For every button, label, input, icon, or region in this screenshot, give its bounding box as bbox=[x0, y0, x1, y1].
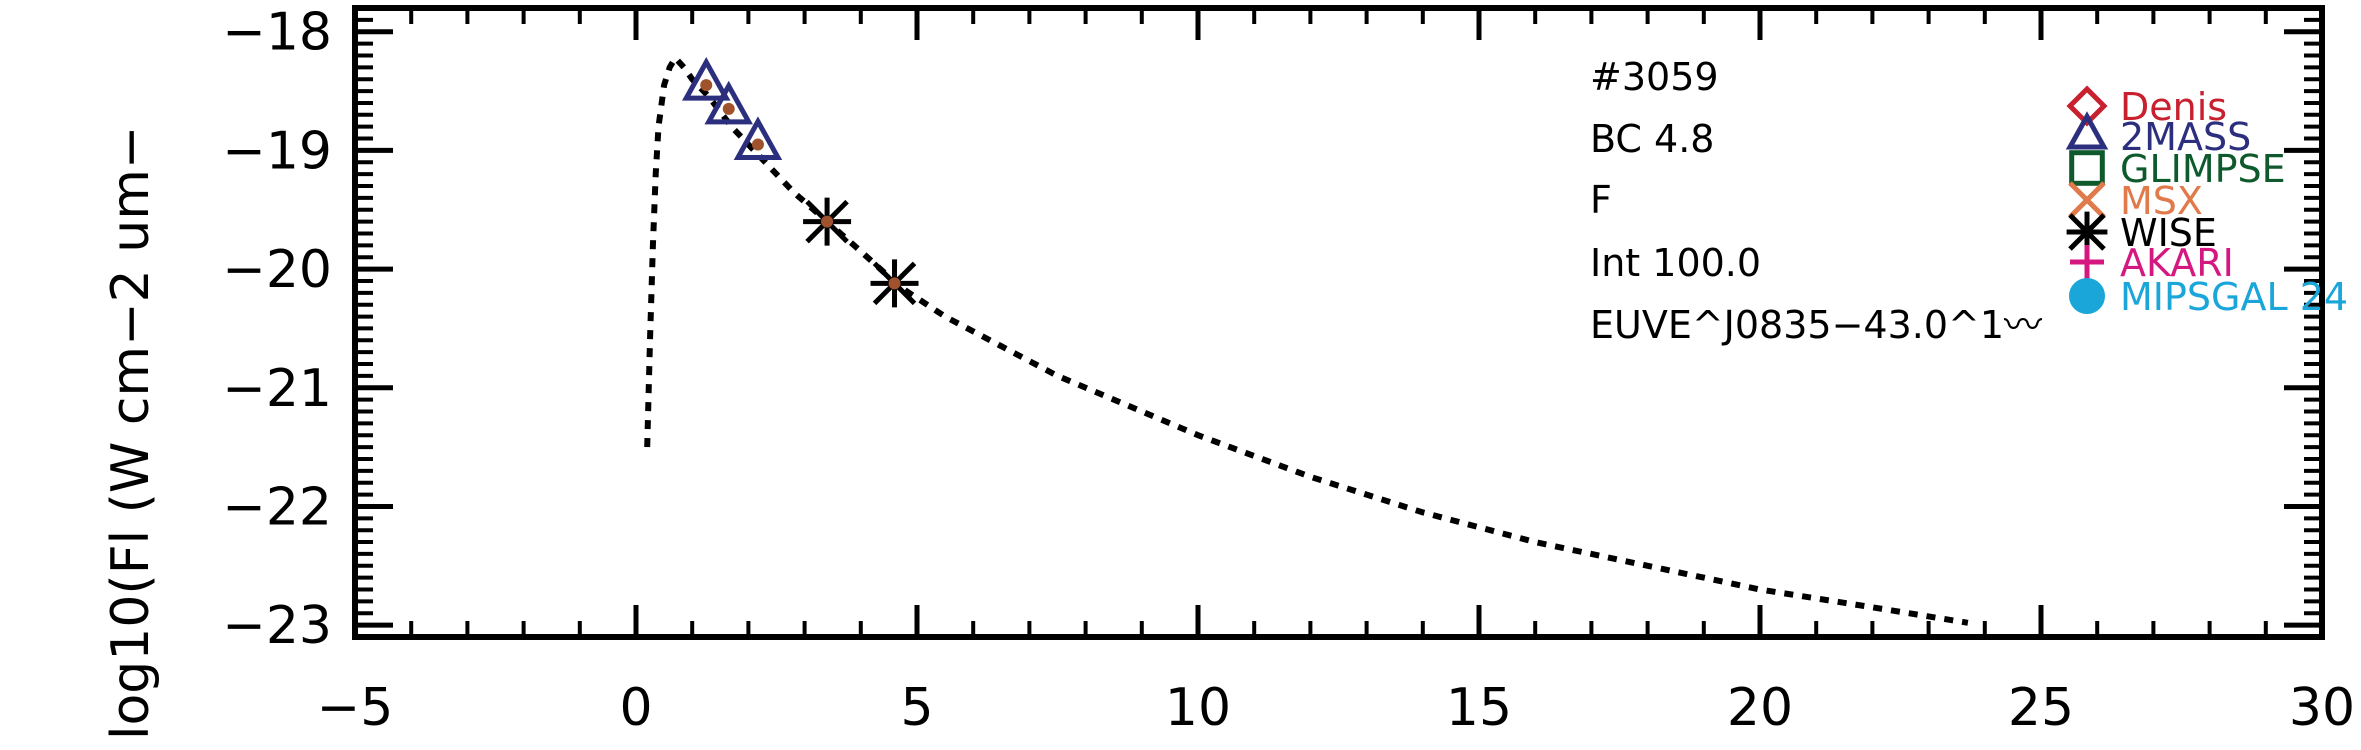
annotation-line: BC 4.8 bbox=[1590, 117, 1714, 161]
x-tick-label: 5 bbox=[900, 678, 933, 738]
y-tick-label: −20 bbox=[222, 240, 332, 300]
y-tick-label: −22 bbox=[222, 477, 332, 537]
legend-marker bbox=[2068, 181, 2106, 219]
legend-entry: 2MASS bbox=[2065, 111, 2251, 159]
legend-label: WISE bbox=[2120, 211, 2217, 255]
y-tick-label: −18 bbox=[222, 3, 332, 63]
axes-frame bbox=[352, 5, 2325, 640]
y-axis-ticks: −23 −22 −21 −20 −19 −18 bbox=[222, 3, 2322, 656]
annotation-block: #3059 BC 4.8 F Int 100.0 EUVE^J0835−43.0^1〰 bbox=[1590, 55, 2042, 347]
data-markers bbox=[682, 56, 919, 308]
legend-entry: MIPSGAL 24 bbox=[2069, 275, 2348, 319]
y-tick-label: −19 bbox=[222, 121, 332, 181]
legend-label: MIPSGAL 24 bbox=[2120, 275, 2348, 319]
legend-entry: AKARI bbox=[2070, 241, 2234, 285]
x-tick-label: −5 bbox=[317, 678, 394, 738]
y-axis-label: log10(Fl (W cm−2 um− bbox=[101, 126, 161, 740]
legend-entry: MSX bbox=[2068, 179, 2203, 223]
legend-entry: WISE bbox=[2066, 211, 2217, 255]
annotation-line: #3059 bbox=[1590, 55, 1719, 99]
legend-label: AKARI bbox=[2120, 241, 2234, 285]
legend-entry: Denis bbox=[2066, 85, 2227, 129]
legend-marker bbox=[2070, 245, 2104, 279]
legend-entry: GLIMPSE bbox=[2069, 147, 2286, 191]
legend-label: GLIMPSE bbox=[2120, 147, 2286, 191]
x-tick-label: 30 bbox=[2289, 678, 2355, 738]
x-tick-label: 10 bbox=[1165, 678, 1231, 738]
legend-label: 2MASS bbox=[2120, 115, 2251, 159]
observed-point bbox=[700, 79, 713, 92]
x-tick-label: 0 bbox=[619, 678, 652, 738]
observed-point bbox=[751, 138, 764, 151]
x-tick-label: 15 bbox=[1446, 678, 1512, 738]
x-axis-ticks: −5 0 5 10 15 20 25 30 bbox=[317, 8, 2355, 738]
annotation-line: Int 100.0 bbox=[1590, 241, 1761, 285]
legend-label: Denis bbox=[2120, 85, 2227, 129]
marker-2mass bbox=[704, 80, 753, 125]
x-tick-label: 25 bbox=[2008, 678, 2074, 738]
marker-2mass bbox=[682, 56, 731, 101]
legend-label: MSX bbox=[2120, 179, 2203, 223]
legend-marker bbox=[2066, 85, 2108, 127]
observed-point bbox=[722, 102, 735, 115]
annotation-line: F bbox=[1590, 178, 1612, 222]
legend-marker bbox=[2069, 150, 2105, 186]
x-tick-label: 20 bbox=[1727, 678, 1793, 738]
legend-marker bbox=[2065, 111, 2109, 150]
annotation-line: EUVE^J0835−43.0^1〰 bbox=[1590, 303, 2042, 347]
y-tick-label: −21 bbox=[222, 359, 332, 419]
plot-frame bbox=[352, 5, 2325, 640]
observed-point bbox=[821, 215, 834, 228]
marker-2mass bbox=[733, 116, 783, 160]
legend-marker bbox=[2069, 278, 2105, 314]
observed-point bbox=[888, 277, 901, 290]
legend-marker bbox=[2066, 211, 2108, 253]
y-tick-label: −23 bbox=[222, 596, 332, 656]
